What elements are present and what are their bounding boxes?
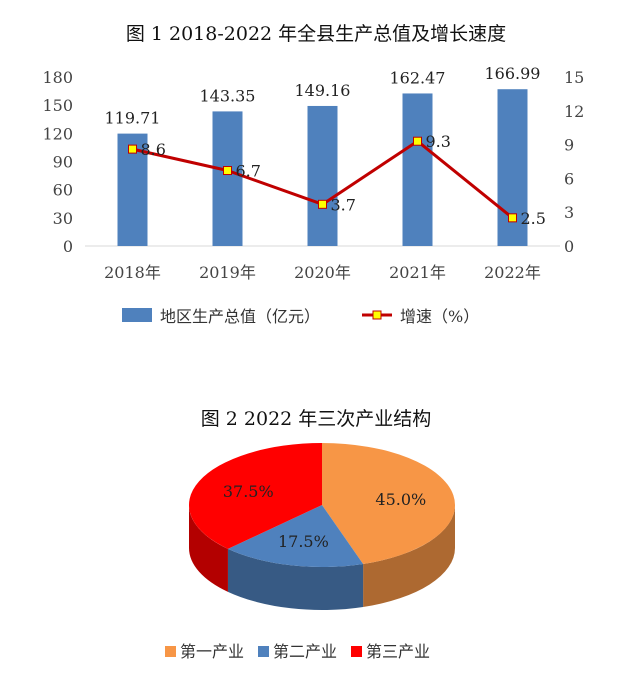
pie-side bbox=[227, 548, 364, 610]
growth-line: 8.6 6.7 3.7 9.3 2.5 bbox=[128, 132, 546, 228]
gdp-bar-label: 166.99 bbox=[485, 64, 541, 83]
gdp-bar bbox=[307, 105, 338, 247]
gdp-bar-label: 149.16 bbox=[295, 81, 351, 100]
legend-swatch bbox=[351, 646, 362, 657]
x-tick-label: 2018年 bbox=[104, 263, 161, 282]
left-tick-label: 90 bbox=[53, 153, 73, 172]
pie-slice bbox=[322, 443, 455, 564]
legend-swatch bbox=[258, 646, 269, 657]
legend-label: 第三产业 bbox=[366, 642, 430, 661]
gdp-bar-label: 143.35 bbox=[200, 86, 256, 105]
gdp-bar-labels: 119.71 143.35 149.16 162.47 166.99 bbox=[105, 64, 541, 127]
industry-structure-chart: 图 2 2022 年三次产业结构 45.0% 17.5% 37.5% 第一产业 第二产… bbox=[165, 408, 455, 661]
growth-marker bbox=[223, 166, 232, 176]
legend-swatch-growth-marker bbox=[372, 310, 382, 320]
right-axis-ticks: 0 3 6 9 12 15 bbox=[564, 68, 584, 256]
growth-marker bbox=[508, 213, 517, 223]
left-axis-ticks: 0 30 60 90 120 150 180 bbox=[42, 68, 73, 256]
gdp-bar-label: 162.47 bbox=[390, 68, 446, 87]
left-tick-label: 0 bbox=[63, 237, 73, 256]
right-tick-label: 3 bbox=[564, 203, 574, 222]
pie-side bbox=[363, 505, 455, 607]
legend-label: 第一产业 bbox=[180, 642, 244, 661]
pie-labels: 45.0% 17.5% 37.5% bbox=[223, 482, 426, 551]
gdp-bars bbox=[117, 89, 528, 247]
growth-label: 8.6 bbox=[141, 140, 166, 159]
growth-label: 3.7 bbox=[331, 195, 356, 214]
pie-slice bbox=[189, 443, 322, 549]
right-tick-label: 15 bbox=[564, 68, 584, 87]
left-tick-label: 150 bbox=[42, 96, 73, 115]
left-tick-label: 180 bbox=[42, 68, 73, 87]
x-axis-ticks: 2018年 2019年 2020年 2021年 2022年 bbox=[104, 263, 541, 282]
x-tick-label: 2019年 bbox=[199, 263, 256, 282]
x-tick-label: 2020年 bbox=[294, 263, 351, 282]
right-tick-label: 9 bbox=[564, 136, 574, 155]
growth-label: 9.3 bbox=[426, 132, 451, 151]
chart2-legend: 第一产业 第二产业 第三产业 bbox=[165, 642, 430, 661]
pie-side bbox=[189, 505, 228, 592]
growth-marker bbox=[318, 199, 327, 209]
left-tick-label: 120 bbox=[42, 124, 73, 143]
gdp-growth-chart: 图 1 2018-2022 年全县生产总值及增长速度 0306090120150… bbox=[42, 23, 584, 326]
gdp-bar-label: 119.71 bbox=[105, 109, 161, 128]
pie-slice bbox=[227, 505, 364, 567]
growth-label: 6.7 bbox=[236, 162, 261, 181]
x-tick-label: 2021年 bbox=[389, 263, 446, 282]
chart1-title: 图 1 2018-2022 年全县生产总值及增长速度 bbox=[126, 23, 506, 45]
right-tick-label: 0 bbox=[564, 237, 574, 256]
right-tick-label: 6 bbox=[564, 169, 574, 188]
growth-marker bbox=[128, 144, 137, 154]
legend-label: 第二产业 bbox=[273, 642, 337, 661]
growth-label: 2.5 bbox=[521, 209, 546, 228]
right-tick-label: 12 bbox=[564, 102, 584, 121]
gdp-bar bbox=[402, 93, 433, 246]
legend-swatch bbox=[165, 646, 176, 657]
legend-label-gdp: 地区生产总值（亿元） bbox=[160, 307, 320, 326]
left-tick-label: 60 bbox=[53, 181, 73, 200]
legend-label-growth: 增速（%） bbox=[400, 307, 479, 326]
left-tick-label: 30 bbox=[53, 209, 73, 228]
pie bbox=[189, 443, 455, 610]
x-tick-label: 2022年 bbox=[484, 263, 541, 282]
chart1-legend: 地区生产总值（亿元） 增速（%） bbox=[122, 307, 479, 326]
pie-slice-label: 45.0% bbox=[375, 490, 426, 509]
pie-slice-label: 17.5% bbox=[278, 532, 329, 551]
pie-slice-label: 37.5% bbox=[223, 482, 274, 501]
gdp-bar bbox=[212, 111, 243, 246]
chart2-title: 图 2 2022 年三次产业结构 bbox=[201, 408, 432, 430]
growth-marker bbox=[413, 136, 422, 146]
legend-swatch-gdp bbox=[122, 308, 152, 322]
